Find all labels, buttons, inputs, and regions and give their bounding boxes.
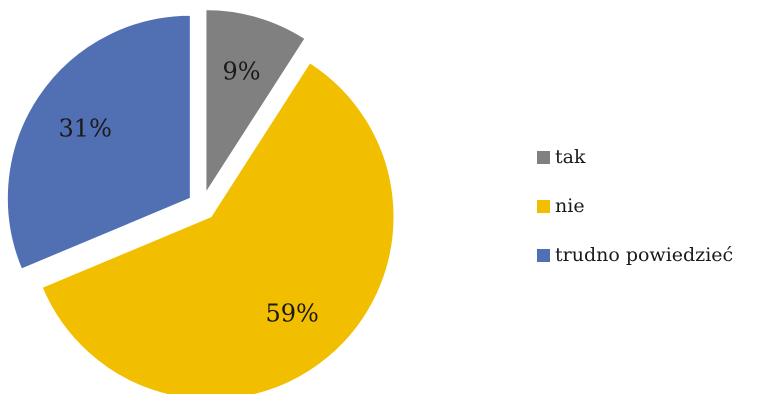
legend-item-nie: nie bbox=[537, 195, 733, 217]
pie-slice-tak bbox=[205, 9, 306, 195]
legend-item-trudno-powiedziec: trudno powiedzieć bbox=[537, 244, 733, 266]
legend-label-tak: tak bbox=[555, 146, 586, 168]
legend-label-nie: nie bbox=[555, 195, 585, 217]
data-label-tak: 9% bbox=[222, 57, 260, 85]
legend-swatch-tak bbox=[537, 150, 550, 164]
legend-swatch-nie bbox=[537, 199, 550, 213]
chart-legend: tak nie trudno powiedzieć bbox=[537, 146, 733, 293]
legend-label-trudno-powiedziec: trudno powiedzieć bbox=[555, 244, 734, 266]
pie-slice-trudno-powiedziec bbox=[6, 14, 191, 270]
pie-slice-nie bbox=[41, 62, 395, 394]
legend-item-tak: tak bbox=[537, 146, 733, 168]
legend-swatch-trudno-powiedziec bbox=[537, 248, 550, 262]
data-label-nie: 59% bbox=[265, 299, 318, 327]
data-label-trudno-powiedziec: 31% bbox=[59, 114, 112, 142]
